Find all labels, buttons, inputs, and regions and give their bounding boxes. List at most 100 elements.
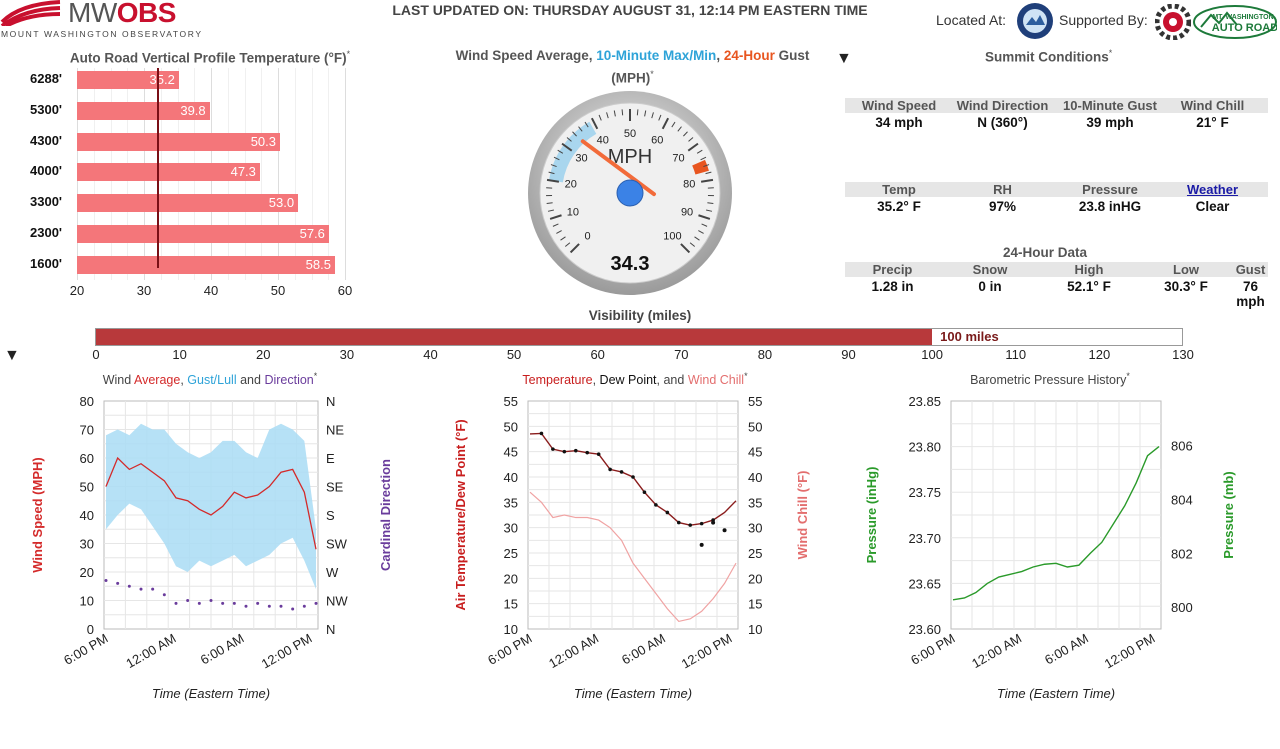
profile-gridline [294, 68, 296, 280]
temp-x-label: Time (Eastern Time) [574, 686, 692, 701]
gauge-tick [621, 109, 624, 116]
summit-title: Summit Conditions* [985, 48, 1113, 65]
gauge-tick [590, 117, 599, 130]
direction-tick-label: E [326, 451, 335, 466]
profile-x-tick: 60 [337, 283, 353, 298]
profile-gridline [261, 68, 263, 280]
gauge-tick [698, 230, 704, 234]
summit-24h-value-cell: 1.28 in [871, 279, 914, 294]
y-tick-label: 60 [80, 451, 94, 466]
profile-bar-value: 58.5 [305, 256, 331, 272]
profile-bar[interactable] [77, 225, 329, 243]
summit-value-cell: 35.2° F [877, 199, 921, 214]
gauge-tick [703, 164, 710, 168]
y-tick-label: 23.80 [908, 440, 941, 455]
summit-header-band-2 [845, 182, 1268, 197]
summit-24h-value-cell: 52.1° F [1067, 279, 1111, 294]
gauge-tick [658, 114, 662, 121]
visibility-bar-fill [96, 329, 933, 345]
profile-bar[interactable] [77, 163, 260, 182]
chill-y-label: Wind Chill (°F) [795, 471, 810, 560]
x-tick-label: 12:00 AM [969, 631, 1024, 671]
state-park-logo-icon[interactable] [1016, 2, 1054, 40]
visibility-title: Visibility (miles) [588, 308, 692, 323]
profile-bar[interactable] [77, 132, 280, 151]
profile-x-tick: 20 [69, 283, 85, 298]
gauge-tick [613, 110, 616, 117]
profile-bar-value: 57.6 [299, 226, 325, 241]
y-right-tick-label: 800 [1171, 600, 1193, 615]
x-tick-label: 12:00 AM [546, 631, 601, 671]
wind-chill-point [711, 520, 716, 525]
logo[interactable]: MWOBS [68, 0, 176, 29]
gauge-tick [549, 214, 562, 220]
visibility-tick: 80 [757, 347, 773, 362]
wind-chart-title: Wind Average, Gust/Lull and Direction* [102, 371, 318, 388]
temperature-point [619, 470, 624, 474]
pressure-chart: 23.60 23.65 23.70 23.75 23.80 23.85 800 802 804 8… [864, 394, 1236, 701]
y-right-tick-label: 15 [748, 597, 762, 612]
temperature-point [585, 450, 590, 455]
y-right-tick-label: 45 [748, 445, 762, 460]
pressure-y-label-inhg: Pressure (inHg) [864, 467, 879, 564]
direction-point [116, 581, 120, 585]
auto-road-logo-text-bottom: AUTO ROAD [1212, 22, 1277, 34]
direction-point [291, 607, 295, 611]
gauge-tick [701, 223, 708, 227]
last-updated: LAST UPDATED ON: THURSDAY AUGUST 31, 12:… [392, 2, 868, 18]
gauge-tick [636, 109, 639, 116]
direction-point [197, 601, 201, 605]
summit-header-cell: Pressure [1082, 182, 1138, 197]
gear-sponsor-logo-icon[interactable] [1154, 3, 1192, 41]
gauge-expand-toggle-icon[interactable]: ▼ [836, 50, 852, 67]
temperature-point [654, 503, 658, 507]
direction-point [267, 604, 271, 608]
summit-value-cell: Clear [1195, 199, 1230, 214]
visibility-tick: 50 [506, 347, 522, 362]
temperature-point [688, 523, 693, 527]
profile-x-tick: 50 [270, 283, 286, 298]
visibility-tick: 10 [172, 347, 187, 362]
gauge-tick [560, 236, 566, 241]
summit-24h-header-cell: High [1074, 262, 1104, 277]
gauge-tick-label: 60 [651, 135, 663, 147]
gauge-tick [572, 131, 577, 137]
x-tick-label: 12:00 PM [679, 631, 735, 672]
direction-point [244, 604, 248, 608]
x-tick-label: 6:00 AM [619, 631, 668, 668]
temperature-point [676, 520, 681, 525]
charts-expand-toggle-icon[interactable]: ▼ [4, 347, 20, 364]
y-tick-label: 40 [504, 470, 518, 485]
profile-bar[interactable] [77, 101, 210, 120]
direction-point [127, 584, 131, 588]
gauge-tick [546, 178, 560, 183]
weather-link[interactable]: Weather [1186, 182, 1239, 197]
x-tick-label: 12:00 PM [1102, 631, 1158, 672]
gauge-tick [707, 202, 714, 205]
profile-bar[interactable] [77, 71, 179, 89]
y-right-tick-label: 802 [1171, 546, 1193, 561]
supported-by-label: Supported By: [1059, 12, 1148, 28]
temp-y-label: Air Temperature/Dew Point (°F) [453, 419, 468, 610]
auto-road-logo[interactable]: MT. WASHINGTON AUTO ROAD [1193, 5, 1278, 39]
profile-bar[interactable] [77, 255, 335, 274]
direction-tick-label: N [326, 394, 335, 409]
profile-x-tick: 40 [203, 283, 219, 298]
logo-mark-icon [0, 0, 62, 28]
y-tick-label: 70 [80, 423, 94, 438]
profile-x-tick: 30 [136, 283, 152, 298]
gauge-tick [687, 142, 699, 152]
gauge-tick [584, 121, 589, 128]
y-right-tick-label: 30 [748, 521, 762, 536]
gauge-tick [683, 131, 688, 137]
gauge-tick [694, 236, 700, 241]
profile-elevation-label: 3300' [30, 194, 63, 210]
direction-point [151, 587, 155, 591]
gauge-tick-label: 20 [565, 179, 577, 191]
y-tick-label: 45 [504, 445, 518, 460]
profile-bar[interactable] [77, 194, 299, 213]
y-tick-label: 23.85 [908, 394, 941, 409]
profile-bar-value: 39.8 [180, 102, 206, 118]
profile-gridline [311, 68, 313, 280]
wind-x-label: Time (Eastern Time) [152, 686, 270, 701]
